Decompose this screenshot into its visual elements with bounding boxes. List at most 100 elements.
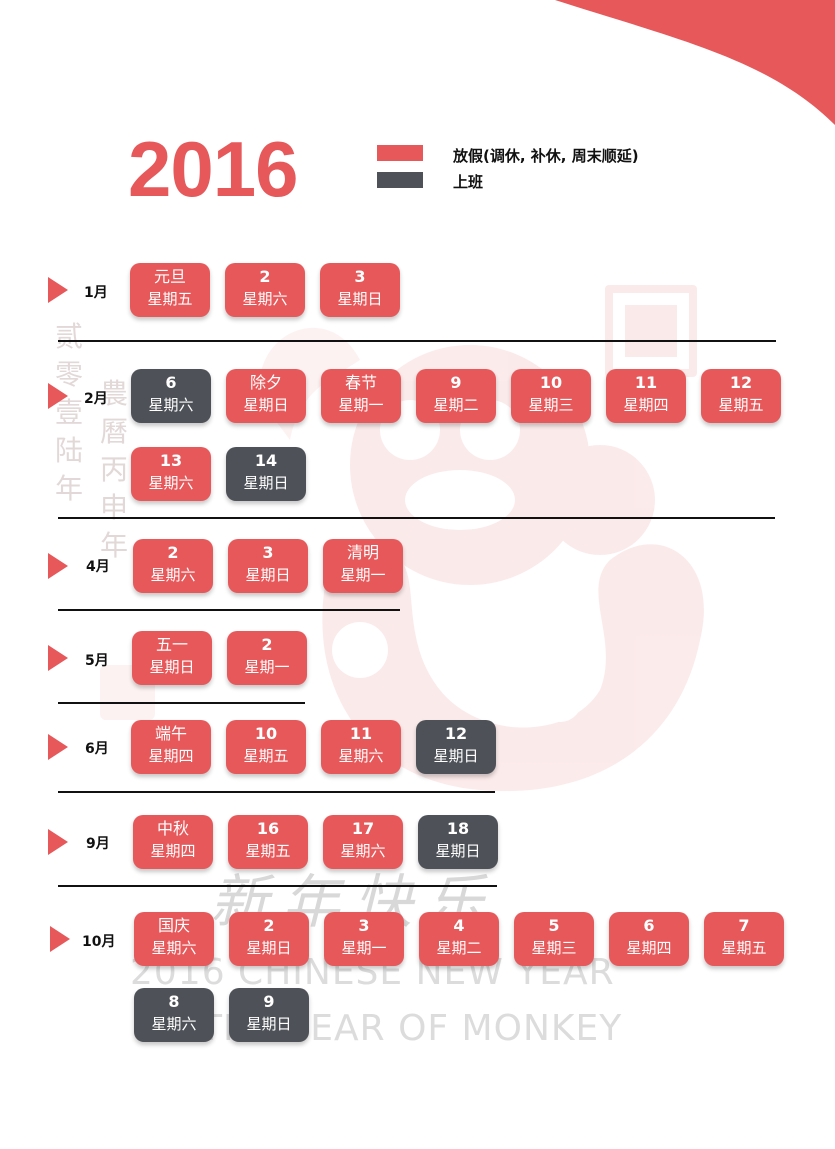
month-arrow-icon: [48, 829, 68, 855]
day-date-label: 2: [259, 267, 271, 286]
day-date-label: 除夕: [249, 373, 282, 392]
day-date-label: 端午: [154, 724, 187, 743]
day-cell-holiday: 10 星期三: [511, 369, 591, 423]
month-label: 1月: [84, 285, 108, 301]
day-date-label: 3: [354, 267, 366, 286]
day-weekday-label: 星期四: [150, 842, 196, 860]
day-cell-holiday: 2 星期日: [229, 912, 309, 966]
day-weekday-label: 星期日: [243, 474, 289, 492]
day-date-label: 12: [729, 373, 753, 392]
day-cell-holiday: 元旦 星期五: [130, 263, 210, 317]
day-weekday-label: 星期六: [338, 747, 384, 765]
day-cell-holiday: 11 星期四: [606, 369, 686, 423]
day-weekday-label: 星期五: [721, 939, 767, 957]
day-cell-holiday: 2 星期六: [225, 263, 305, 317]
month-divider: [58, 702, 305, 704]
day-weekday-label: 星期二: [433, 396, 479, 414]
holiday-legend-swatch: [377, 145, 423, 161]
day-weekday-label: 星期四: [626, 939, 672, 957]
month-divider: [58, 791, 495, 793]
day-date-label: 春节: [344, 373, 377, 392]
background-vertical-text-1: 贰零壹陆年: [55, 320, 84, 505]
day-weekday-label: 星期一: [244, 658, 290, 676]
day-weekday-label: 星期日: [243, 396, 289, 414]
day-date-label: 10: [539, 373, 563, 392]
corner-decoration: [555, 0, 835, 125]
day-cell-work: 14 星期日: [226, 447, 306, 501]
day-date-label: 14: [254, 451, 278, 470]
day-weekday-label: 星期四: [623, 396, 669, 414]
day-cell-holiday: 3 星期一: [324, 912, 404, 966]
day-weekday-label: 星期日: [433, 747, 479, 765]
day-cell-holiday: 9 星期二: [416, 369, 496, 423]
day-date-label: 17: [351, 819, 375, 838]
day-weekday-label: 星期日: [245, 566, 291, 584]
day-weekday-label: 星期四: [148, 747, 194, 765]
day-cell-work: 9 星期日: [229, 988, 309, 1042]
day-weekday-label: 星期六: [151, 1015, 197, 1033]
day-cell-holiday: 3 星期日: [320, 263, 400, 317]
day-weekday-label: 星期六: [340, 842, 386, 860]
month-arrow-icon: [50, 926, 70, 952]
day-weekday-label: 星期五: [147, 290, 193, 308]
day-date-label: 2: [263, 916, 275, 935]
day-weekday-label: 星期日: [435, 842, 481, 860]
day-date-label: 12: [444, 724, 468, 743]
month-arrow-icon: [48, 553, 68, 579]
day-cell-holiday: 16 星期五: [228, 815, 308, 869]
day-date-label: 11: [634, 373, 658, 392]
day-cell-holiday: 13 星期六: [131, 447, 211, 501]
day-date-label: 6: [643, 916, 655, 935]
day-date-label: 18: [446, 819, 470, 838]
day-date-label: 2: [167, 543, 179, 562]
day-date-label: 2: [261, 635, 273, 654]
month-label: 6月: [85, 741, 109, 757]
day-date-label: 元旦: [153, 267, 186, 286]
day-date-label: 5: [548, 916, 560, 935]
day-date-label: 10: [254, 724, 278, 743]
day-cell-holiday: 17 星期六: [323, 815, 403, 869]
day-weekday-label: 星期日: [149, 658, 195, 676]
day-weekday-label: 星期五: [245, 842, 291, 860]
day-cell-holiday: 2 星期一: [227, 631, 307, 685]
day-weekday-label: 星期日: [246, 939, 292, 957]
day-date-label: 13: [159, 451, 183, 470]
day-date-label: 7: [738, 916, 750, 935]
day-date-label: 16: [256, 819, 280, 838]
day-date-label: 3: [358, 916, 370, 935]
day-weekday-label: 星期一: [338, 396, 384, 414]
month-arrow-icon: [48, 645, 68, 671]
day-weekday-label: 星期日: [246, 1015, 292, 1033]
day-cell-holiday: 6 星期四: [609, 912, 689, 966]
day-weekday-label: 星期五: [718, 396, 764, 414]
day-cell-holiday: 5 星期三: [514, 912, 594, 966]
day-weekday-label: 星期三: [528, 396, 574, 414]
month-arrow-icon: [48, 734, 68, 760]
month-label: 2月: [84, 391, 108, 407]
day-date-label: 11: [349, 724, 373, 743]
day-cell-holiday: 3 星期日: [228, 539, 308, 593]
month-label: 4月: [86, 559, 110, 575]
background-vertical-text-2: 農曆丙申年: [100, 377, 129, 562]
day-weekday-label: 星期一: [340, 566, 386, 584]
day-date-label: 9: [450, 373, 462, 392]
work-legend-swatch: [377, 172, 423, 188]
month-label: 9月: [86, 836, 110, 852]
month-divider: [58, 885, 497, 887]
day-weekday-label: 星期二: [436, 939, 482, 957]
day-cell-holiday: 7 星期五: [704, 912, 784, 966]
day-cell-holiday: 除夕 星期日: [226, 369, 306, 423]
day-cell-work: 6 星期六: [131, 369, 211, 423]
day-weekday-label: 星期六: [150, 566, 196, 584]
day-date-label: 9: [263, 992, 275, 1011]
day-cell-holiday: 12 星期五: [701, 369, 781, 423]
month-divider: [58, 340, 776, 342]
day-cell-work: 18 星期日: [418, 815, 498, 869]
day-date-label: 3: [262, 543, 274, 562]
day-weekday-label: 星期六: [148, 474, 194, 492]
day-cell-holiday: 中秋 星期四: [133, 815, 213, 869]
month-arrow-icon: [48, 277, 68, 303]
month-arrow-icon: [48, 383, 68, 409]
day-cell-holiday: 2 星期六: [133, 539, 213, 593]
day-date-label: 国庆: [157, 916, 190, 935]
